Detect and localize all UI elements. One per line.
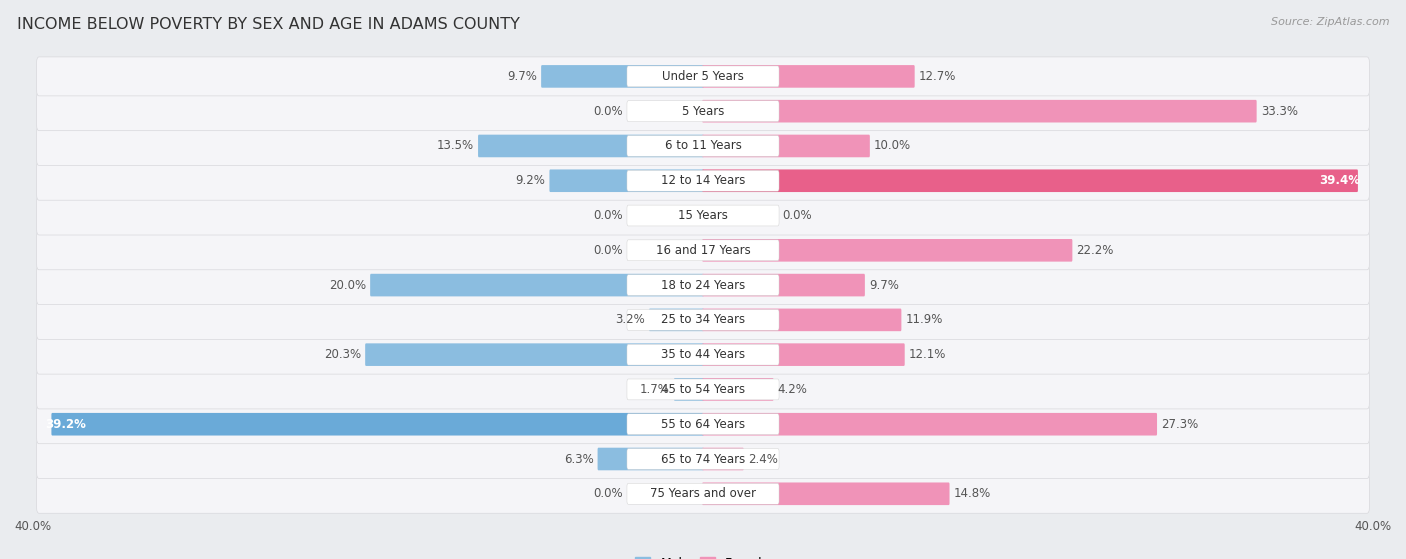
FancyBboxPatch shape (37, 161, 1369, 200)
FancyBboxPatch shape (37, 231, 1369, 270)
FancyBboxPatch shape (598, 448, 704, 470)
Text: 9.2%: 9.2% (516, 174, 546, 187)
FancyBboxPatch shape (550, 169, 704, 192)
FancyBboxPatch shape (37, 57, 1369, 96)
Text: 9.7%: 9.7% (508, 70, 537, 83)
FancyBboxPatch shape (627, 135, 779, 157)
FancyBboxPatch shape (702, 239, 1073, 262)
Text: 14.8%: 14.8% (953, 487, 991, 500)
Text: 1.7%: 1.7% (640, 383, 669, 396)
FancyBboxPatch shape (541, 65, 704, 88)
FancyBboxPatch shape (37, 196, 1369, 235)
Text: 0.0%: 0.0% (593, 244, 623, 257)
Text: 40.0%: 40.0% (14, 520, 51, 533)
FancyBboxPatch shape (627, 101, 779, 122)
Text: Under 5 Years: Under 5 Years (662, 70, 744, 83)
FancyBboxPatch shape (627, 66, 779, 87)
Text: 15 Years: 15 Years (678, 209, 728, 222)
FancyBboxPatch shape (52, 413, 704, 435)
FancyBboxPatch shape (702, 169, 1358, 192)
FancyBboxPatch shape (627, 274, 779, 296)
FancyBboxPatch shape (37, 266, 1369, 305)
Text: 11.9%: 11.9% (905, 314, 943, 326)
Text: 12 to 14 Years: 12 to 14 Years (661, 174, 745, 187)
Text: 65 to 74 Years: 65 to 74 Years (661, 452, 745, 466)
Text: 6 to 11 Years: 6 to 11 Years (665, 139, 741, 153)
Text: 9.7%: 9.7% (869, 278, 898, 292)
Text: Source: ZipAtlas.com: Source: ZipAtlas.com (1271, 17, 1389, 27)
FancyBboxPatch shape (627, 205, 779, 226)
FancyBboxPatch shape (627, 379, 779, 400)
Text: 16 and 17 Years: 16 and 17 Years (655, 244, 751, 257)
Text: 0.0%: 0.0% (593, 105, 623, 118)
FancyBboxPatch shape (627, 448, 779, 470)
Text: 25 to 34 Years: 25 to 34 Years (661, 314, 745, 326)
Text: 4.2%: 4.2% (778, 383, 807, 396)
Text: 27.3%: 27.3% (1161, 418, 1198, 431)
Text: 39.2%: 39.2% (45, 418, 87, 431)
FancyBboxPatch shape (702, 413, 1157, 435)
FancyBboxPatch shape (702, 135, 870, 157)
FancyBboxPatch shape (37, 335, 1369, 374)
Text: INCOME BELOW POVERTY BY SEX AND AGE IN ADAMS COUNTY: INCOME BELOW POVERTY BY SEX AND AGE IN A… (17, 17, 520, 32)
FancyBboxPatch shape (37, 126, 1369, 165)
FancyBboxPatch shape (366, 343, 704, 366)
FancyBboxPatch shape (702, 448, 744, 470)
FancyBboxPatch shape (627, 344, 779, 365)
Text: 40.0%: 40.0% (1355, 520, 1392, 533)
FancyBboxPatch shape (702, 274, 865, 296)
FancyBboxPatch shape (37, 370, 1369, 409)
Text: 12.7%: 12.7% (918, 70, 956, 83)
Text: 12.1%: 12.1% (908, 348, 946, 361)
FancyBboxPatch shape (478, 135, 704, 157)
FancyBboxPatch shape (37, 439, 1369, 479)
Text: 22.2%: 22.2% (1077, 244, 1114, 257)
FancyBboxPatch shape (37, 300, 1369, 339)
Text: 6.3%: 6.3% (564, 452, 593, 466)
FancyBboxPatch shape (370, 274, 704, 296)
Text: 5 Years: 5 Years (682, 105, 724, 118)
FancyBboxPatch shape (673, 378, 704, 401)
FancyBboxPatch shape (702, 65, 915, 88)
FancyBboxPatch shape (627, 414, 779, 435)
Text: 0.0%: 0.0% (593, 209, 623, 222)
Text: 20.3%: 20.3% (323, 348, 361, 361)
Text: 10.0%: 10.0% (875, 139, 911, 153)
Text: 3.2%: 3.2% (616, 314, 645, 326)
Text: 0.0%: 0.0% (593, 487, 623, 500)
Text: 55 to 64 Years: 55 to 64 Years (661, 418, 745, 431)
FancyBboxPatch shape (37, 92, 1369, 131)
FancyBboxPatch shape (37, 474, 1369, 513)
Text: 45 to 54 Years: 45 to 54 Years (661, 383, 745, 396)
Text: 18 to 24 Years: 18 to 24 Years (661, 278, 745, 292)
Text: 39.4%: 39.4% (1319, 174, 1361, 187)
FancyBboxPatch shape (627, 310, 779, 330)
Text: 35 to 44 Years: 35 to 44 Years (661, 348, 745, 361)
FancyBboxPatch shape (627, 484, 779, 504)
FancyBboxPatch shape (650, 309, 704, 331)
Text: 0.0%: 0.0% (783, 209, 813, 222)
FancyBboxPatch shape (702, 343, 904, 366)
Legend: Male, Female: Male, Female (636, 557, 770, 559)
FancyBboxPatch shape (702, 100, 1257, 122)
Text: 20.0%: 20.0% (329, 278, 366, 292)
Text: 13.5%: 13.5% (437, 139, 474, 153)
FancyBboxPatch shape (627, 170, 779, 191)
FancyBboxPatch shape (37, 405, 1369, 444)
Text: 2.4%: 2.4% (748, 452, 778, 466)
Text: 75 Years and over: 75 Years and over (650, 487, 756, 500)
FancyBboxPatch shape (702, 309, 901, 331)
Text: 33.3%: 33.3% (1261, 105, 1298, 118)
FancyBboxPatch shape (702, 378, 773, 401)
FancyBboxPatch shape (702, 482, 949, 505)
FancyBboxPatch shape (627, 240, 779, 260)
